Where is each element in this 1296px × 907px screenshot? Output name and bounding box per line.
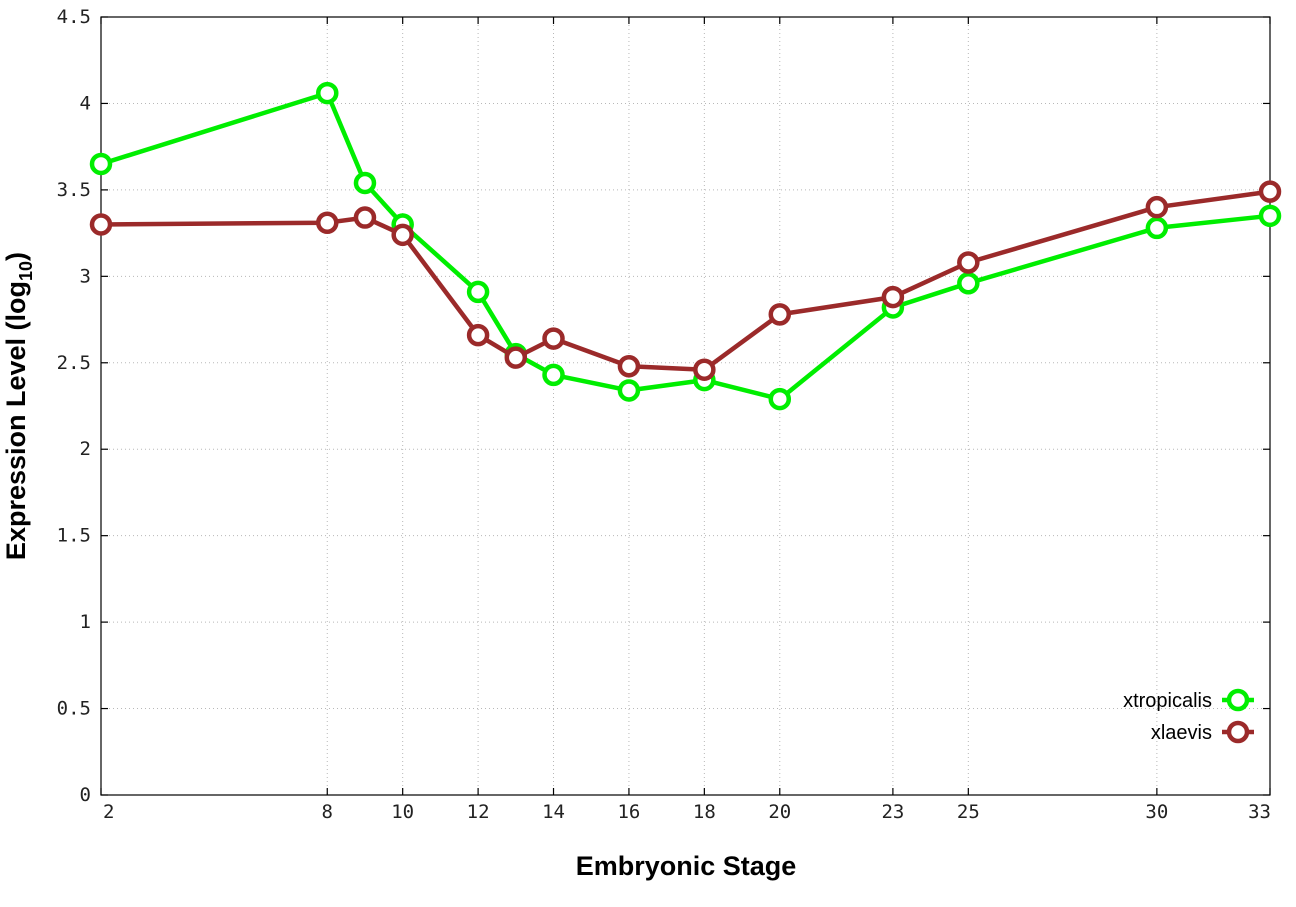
x-axis-title: Embryonic Stage xyxy=(576,851,797,881)
x-tick-label: 16 xyxy=(617,801,640,823)
series-layer xyxy=(89,81,1282,411)
data-point-xlaevis xyxy=(1145,195,1169,219)
x-tick-label: 33 xyxy=(1248,801,1271,823)
legend-label: xlaevis xyxy=(1151,722,1212,744)
y-tick-label: 1.5 xyxy=(57,525,91,547)
data-point-xlaevis xyxy=(768,303,792,326)
x-tick-label: 30 xyxy=(1145,801,1168,823)
data-point-xlaevis xyxy=(542,327,565,350)
x-tick-label: 23 xyxy=(881,801,904,823)
y-tick-label: 0 xyxy=(80,784,91,806)
y-axis-title: Expression Level (log10) xyxy=(1,252,36,560)
data-point-xtropicalis xyxy=(89,152,113,176)
y-axis-title-close: ) xyxy=(1,252,31,261)
legend-item-xlaevis: xlaevis xyxy=(1151,720,1254,744)
data-point-xtropicalis xyxy=(617,379,641,402)
x-tick-label: 2 xyxy=(103,801,114,823)
legend: xtropicalis xlaevis xyxy=(1123,688,1254,744)
data-point-xtropicalis xyxy=(1145,216,1169,240)
legend-item-xtropicalis: xtropicalis xyxy=(1123,688,1254,712)
y-tick-label: 2.5 xyxy=(57,352,91,374)
grid-layer xyxy=(101,17,1270,795)
y-tick-label: 4.5 xyxy=(57,6,91,28)
legend-swatch-marker xyxy=(1226,688,1250,712)
y-tick-label: 1 xyxy=(80,611,91,633)
data-point-xlaevis xyxy=(391,223,414,247)
data-point-xlaevis xyxy=(693,358,716,381)
data-point-xlaevis xyxy=(504,346,528,369)
data-point-xtropicalis xyxy=(542,363,565,387)
legend-swatch-marker xyxy=(1226,720,1250,744)
series-line-xtropicalis xyxy=(100,90,1271,402)
x-tick-label: 18 xyxy=(693,801,716,823)
x-tick-label: 14 xyxy=(542,801,565,823)
data-point-xlaevis xyxy=(881,285,905,309)
data-point-xlaevis xyxy=(617,354,641,378)
y-tick-label: 0.5 xyxy=(57,698,91,720)
x-tick-label: 10 xyxy=(391,801,414,823)
y-tick-label: 4 xyxy=(80,92,91,114)
data-point-xlaevis xyxy=(957,251,980,274)
series-xlaevis xyxy=(89,180,1282,381)
data-point-xlaevis xyxy=(89,213,113,236)
data-point-xlaevis xyxy=(466,323,490,347)
plot-frame xyxy=(100,16,1271,796)
data-point-xtropicalis xyxy=(316,81,339,105)
x-tick-label: 20 xyxy=(768,801,791,823)
data-point-xlaevis xyxy=(1258,180,1282,203)
x-tick-label: 12 xyxy=(467,801,490,823)
y-tick-label: 3.5 xyxy=(57,179,91,201)
tick-layer: 0 0.5 1 1.5 2 2.5 3 3.5 4 4.5 2 8 10 12 14 16 18 20 23 25 30… xyxy=(57,6,1271,823)
series-xtropicalis xyxy=(89,81,1282,411)
legend-label: xtropicalis xyxy=(1123,690,1212,712)
x-tick-label: 8 xyxy=(322,801,333,823)
data-point-xtropicalis xyxy=(1258,204,1282,228)
x-tick-label: 25 xyxy=(957,801,980,823)
y-axis-title-main: Expression Level (log xyxy=(1,281,31,560)
y-axis-title-subscript: 10 xyxy=(16,261,36,281)
data-point-xtropicalis xyxy=(768,387,792,411)
series-line-xlaevis xyxy=(100,189,1271,372)
y-tick-label: 2 xyxy=(80,438,91,460)
data-point-xlaevis xyxy=(353,206,377,229)
data-point-xtropicalis xyxy=(466,280,490,304)
data-point-xtropicalis xyxy=(957,271,980,295)
y-tick-label: 3 xyxy=(80,265,91,287)
data-point-xlaevis xyxy=(316,211,339,234)
data-point-xtropicalis xyxy=(353,171,377,195)
